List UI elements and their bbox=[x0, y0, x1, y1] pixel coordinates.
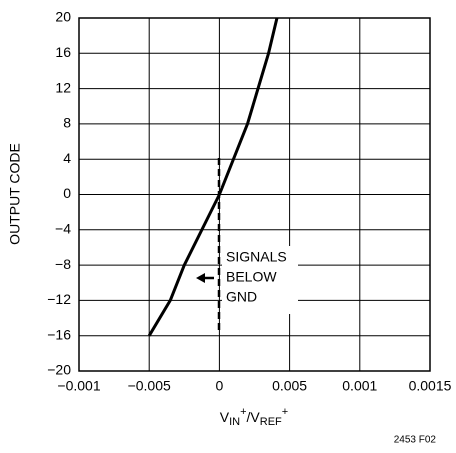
figure-id: 2453 F02 bbox=[394, 435, 437, 446]
annotation-text: GND bbox=[226, 289, 257, 305]
x-tick-label: 0.001 bbox=[342, 378, 377, 394]
y-tick-label: 0 bbox=[63, 185, 71, 201]
x-tick-label: 0.005 bbox=[272, 378, 307, 394]
data-line bbox=[147, 17, 279, 337]
x-title-part: /V bbox=[247, 409, 261, 425]
annotation-text: SIGNALS bbox=[226, 249, 287, 265]
y-axis-title: OUTPUT CODE bbox=[7, 143, 23, 245]
y-tick-label: −8 bbox=[55, 256, 71, 272]
y-tick-label: −4 bbox=[55, 221, 71, 237]
y-tick-label: 4 bbox=[63, 150, 71, 166]
y-tick-label: 8 bbox=[63, 115, 71, 131]
y-tick-label: 12 bbox=[55, 79, 71, 95]
plot-frame bbox=[78, 17, 431, 372]
arrow-head bbox=[196, 273, 205, 283]
x-axis-title: VIN+/VREF+ bbox=[220, 406, 288, 428]
y-tick-label: −20 bbox=[47, 362, 71, 378]
x-title-part: IN bbox=[229, 416, 240, 428]
annotation-box bbox=[222, 246, 298, 314]
annotation-text: BELOW bbox=[226, 269, 277, 285]
x-tick-label: −0.001 bbox=[57, 378, 100, 394]
x-tick-label: 0.0015 bbox=[409, 378, 452, 394]
y-tick-label: 16 bbox=[55, 44, 71, 60]
x-tick-label: −0.005 bbox=[128, 378, 171, 394]
y-tick-label: 20 bbox=[55, 9, 71, 25]
x-title-part: + bbox=[282, 406, 288, 418]
x-title-part: + bbox=[240, 406, 246, 418]
x-title-part: REF bbox=[260, 416, 282, 428]
y-tick-label: −16 bbox=[47, 326, 71, 342]
y-tick-label: −12 bbox=[47, 291, 71, 307]
x-tick-label: 0 bbox=[216, 378, 224, 394]
x-title-part: V bbox=[220, 409, 230, 425]
